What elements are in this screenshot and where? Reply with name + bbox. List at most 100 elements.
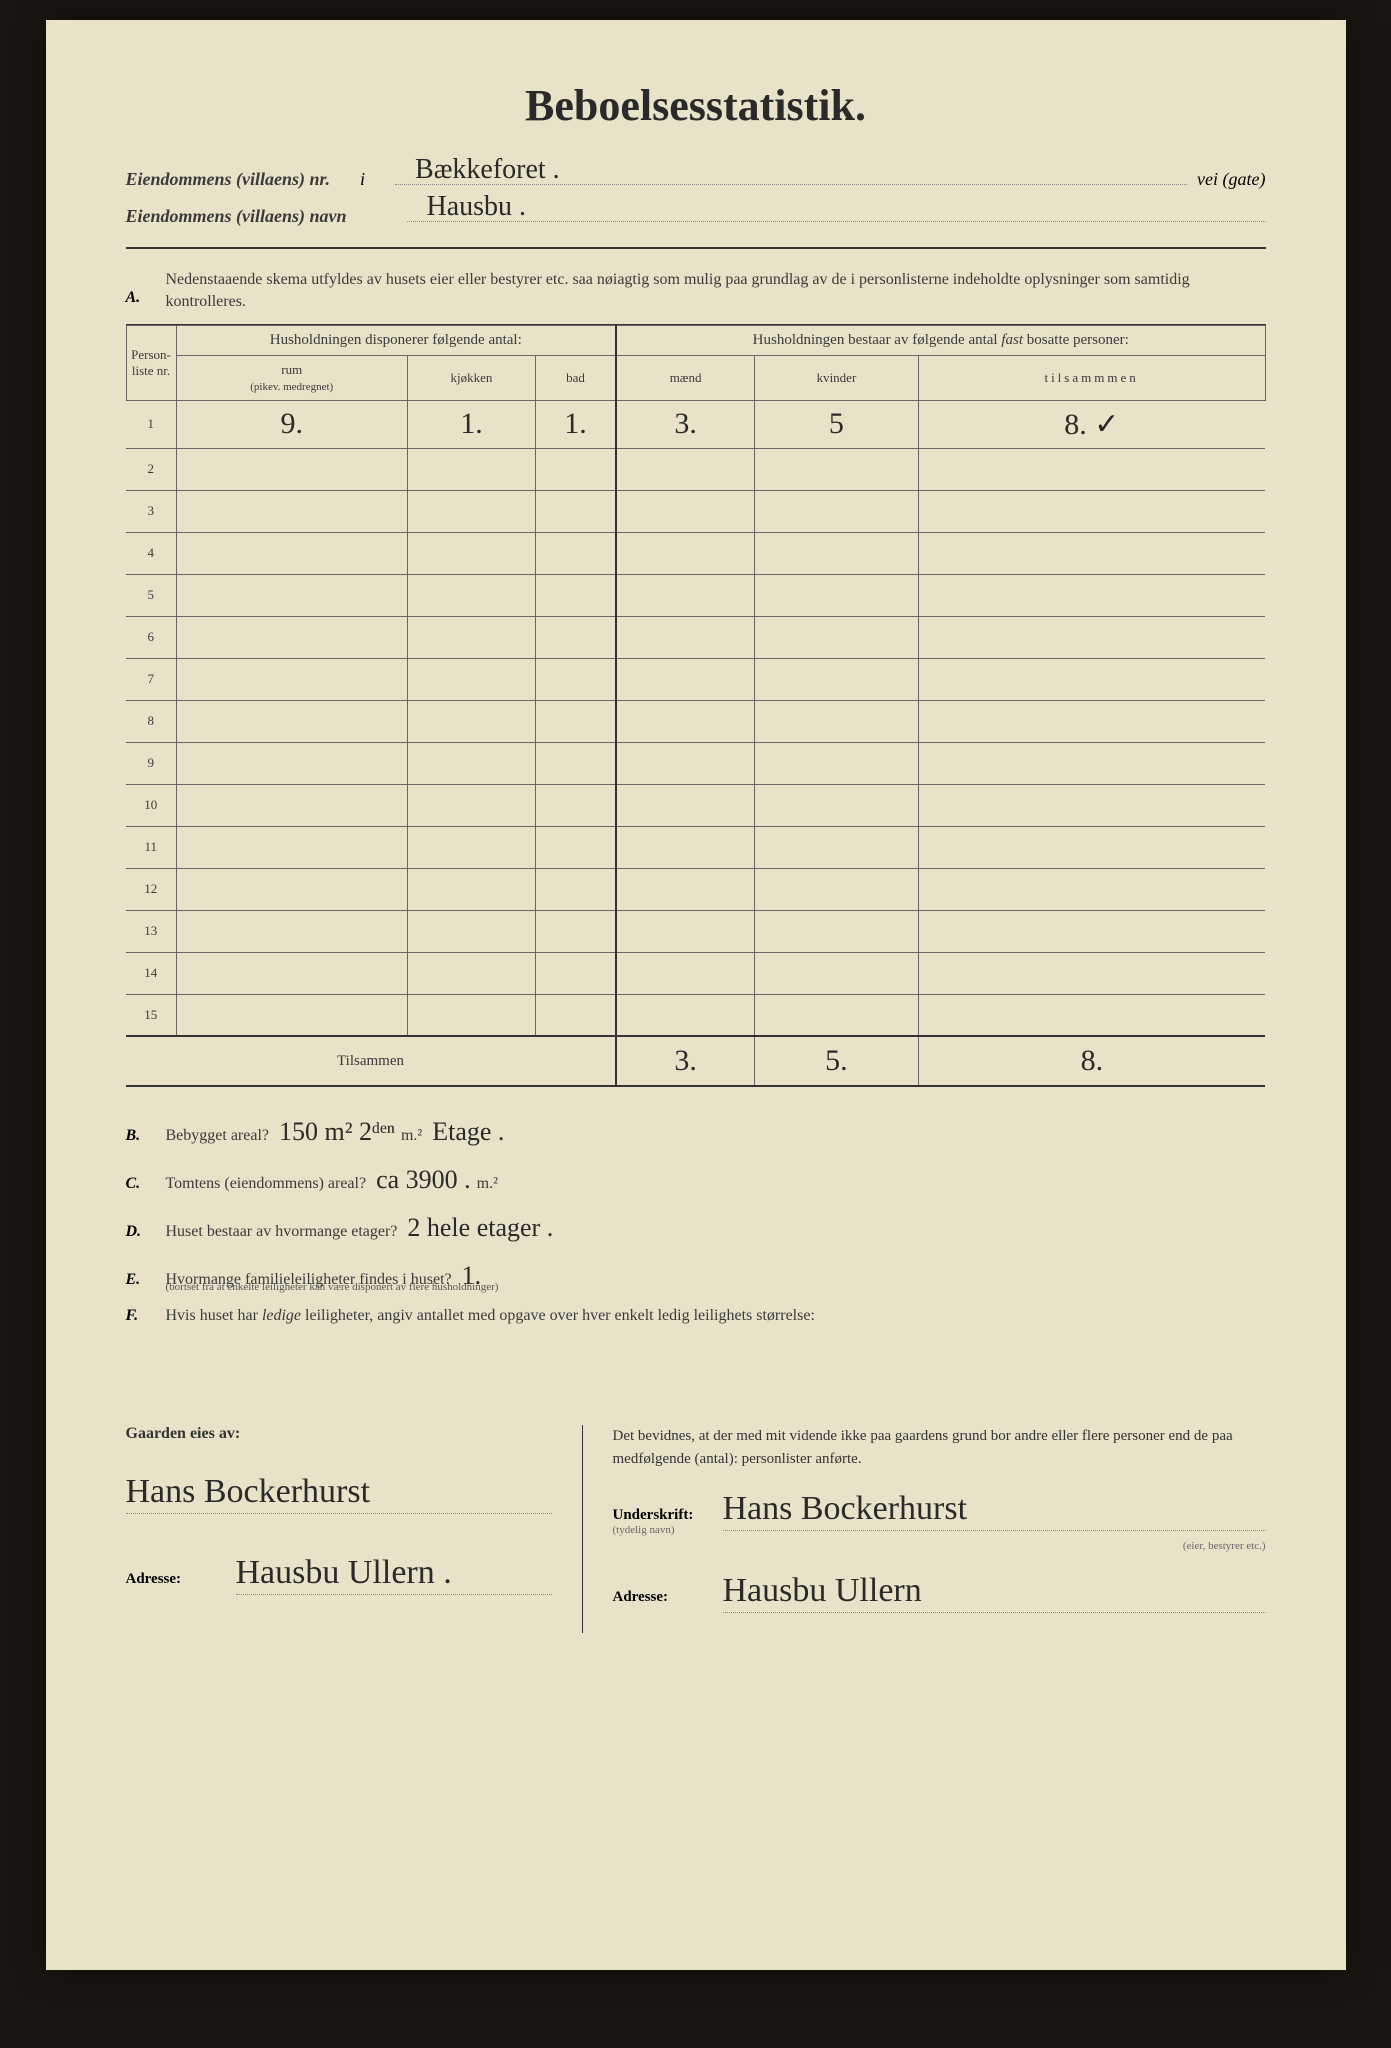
owner-label: Gaarden eies av: [126,1425,552,1443]
table-row: 13 [126,910,1265,952]
attestation-address-field: Adresse: Hausbu Ullern [613,1572,1266,1613]
cell-kvinder [755,826,919,868]
cell-maend [616,826,755,868]
cell-kjokken [407,868,535,910]
cell-bad [535,616,616,658]
cell-kjokken [407,910,535,952]
header-navn-value-field: Hausbu . [407,198,1266,222]
table-row: 6 [126,616,1265,658]
questions-section: B. Bebygget areal? 150 m² 2ᵈᵉⁿ m.² Etage… [126,1117,1266,1325]
signature-section: Gaarden eies av: Hans Bockerhurst Adress… [126,1425,1266,1633]
question-b: B. Bebygget areal? 150 m² 2ᵈᵉⁿ m.² Etage… [126,1117,1266,1147]
cell-rum [176,826,407,868]
signature-left: Gaarden eies av: Hans Bockerhurst Adress… [126,1425,582,1633]
cell-rum [176,868,407,910]
header-navn-value: Hausbu . [427,191,527,223]
cell-tilsammen [918,784,1265,826]
cell-kjokken [407,532,535,574]
col-rum: rum(pikev. medregnet) [176,355,407,400]
table-row: 12 [126,868,1265,910]
cell-bad [535,952,616,994]
section-a: A. Nedenstaaende skema utfyldes av huset… [126,259,1266,325]
cell-bad [535,994,616,1036]
row-num: 12 [126,868,176,910]
cell-rum [176,448,407,490]
cell-bad [535,658,616,700]
cell-rum [176,994,407,1036]
cell-tilsammen [918,952,1265,994]
cell-kjokken [407,490,535,532]
header-navn-label: Eiendommens (villaens) navn [126,206,347,227]
cell-kvinder [755,994,919,1036]
cell-kvinder [755,532,919,574]
row-num: 9 [126,742,176,784]
cell-tilsammen [918,490,1265,532]
cell-kvinder [755,910,919,952]
cell-kjokken [407,952,535,994]
header-line-1: Eiendommens (villaens) nr. i Bækkeforet … [126,161,1266,190]
cell-kvinder [755,490,919,532]
owner-signature: Hans Bockerhurst [126,1473,552,1514]
cell-bad [535,910,616,952]
cell-tilsammen [918,910,1265,952]
tilsammen-label: Tilsammen [126,1036,616,1086]
underskrift-field: Underskrift: (tydelig navn) Hans Bockerh… [613,1490,1266,1536]
cell-bad [535,532,616,574]
signer-role: (eier, bestyrer etc.) [613,1540,1266,1552]
col-personliste: Person-liste nr. [126,325,176,400]
row-num: 14 [126,952,176,994]
table-row: 4 [126,532,1265,574]
col-kvinder: kvinder [755,355,919,400]
cell-kjokken [407,658,535,700]
header-nr-value-field: Bækkeforet . [395,161,1187,185]
cell-kjokken [407,784,535,826]
total-kvinder: 5. [755,1036,919,1086]
cell-maend [616,490,755,532]
table-row: 10 [126,784,1265,826]
cell-bad [535,700,616,742]
row-num: 6 [126,616,176,658]
cell-maend [616,532,755,574]
attestation-text: Det bevidnes, at der med mit vidende ikk… [613,1425,1266,1470]
cell-maend [616,910,755,952]
cell-rum: 9. [176,400,407,448]
table-row: 15 [126,994,1265,1036]
cell-tilsammen [918,868,1265,910]
cell-maend [616,952,755,994]
section-a-letter: A. [126,269,166,314]
cell-tilsammen [918,742,1265,784]
header-line-2: Eiendommens (villaens) navn Hausbu . [126,198,1266,227]
cell-maend [616,742,755,784]
cell-rum [176,616,407,658]
col-group-left: Husholdningen disponerer følgende antal: [176,325,616,355]
cell-kvinder [755,574,919,616]
header-i: i [360,169,365,190]
cell-rum [176,490,407,532]
table-row: 7 [126,658,1265,700]
cell-maend [616,574,755,616]
question-f: F. Hvis huset har ledige leiligheter, an… [126,1307,1266,1325]
cell-kjokken [407,826,535,868]
cell-tilsammen [918,574,1265,616]
totals-row: Tilsammen 3. 5. 8. [126,1036,1265,1086]
row-num: 13 [126,910,176,952]
cell-kvinder [755,448,919,490]
cell-bad [535,784,616,826]
table-row: 2 [126,448,1265,490]
cell-tilsammen [918,826,1265,868]
attestation-signature: Hans Bockerhurst [723,1490,1266,1531]
col-group-right: Husholdningen bestaar av følgende antal … [616,325,1265,355]
cell-rum [176,910,407,952]
cell-kjokken [407,574,535,616]
document-page: Beboelsesstatistik. Eiendommens (villaen… [46,20,1346,1970]
cell-kjokken [407,616,535,658]
cell-kjokken [407,700,535,742]
cell-maend [616,658,755,700]
total-maend: 3. [616,1036,755,1086]
section-a-text: Nedenstaaende skema utfyldes av husets e… [166,269,1266,314]
cell-bad [535,826,616,868]
row-num: 3 [126,490,176,532]
cell-bad [535,868,616,910]
cell-tilsammen [918,448,1265,490]
cell-maend [616,994,755,1036]
